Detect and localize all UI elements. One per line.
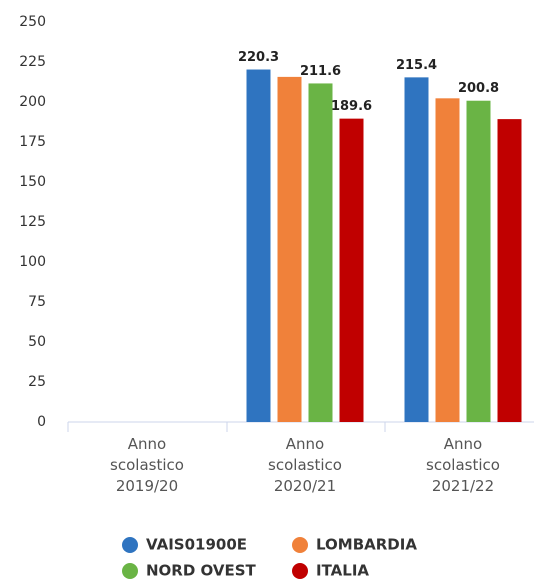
y-tick-label: 100	[19, 254, 46, 270]
bar	[435, 98, 460, 422]
legend-label: LOMBARDIA	[316, 536, 417, 554]
bar	[339, 118, 364, 422]
data-label: 220.3	[238, 50, 279, 65]
y-tick-label: 150	[19, 174, 46, 190]
y-tick-label: 175	[19, 134, 46, 150]
legend-label: ITALIA	[316, 562, 369, 580]
data-label: 215.4	[396, 58, 437, 73]
legend-label: NORD OVEST	[146, 562, 257, 580]
legend-marker	[292, 537, 308, 553]
y-tick-label: 50	[28, 334, 46, 350]
y-tick-label: 25	[28, 374, 46, 390]
bar	[404, 77, 429, 423]
y-tick-label: 75	[28, 294, 46, 310]
bar	[497, 119, 522, 423]
data-label: 189.6	[331, 99, 372, 114]
x-tick-label: Anno scolastico 2019/20	[110, 435, 184, 495]
legend-marker	[292, 563, 308, 579]
x-tick-label: Anno scolastico 2021/22	[426, 435, 500, 495]
x-tick-label: Anno scolastico 2020/21	[268, 435, 342, 495]
bar	[308, 83, 333, 422]
data-label: 211.6	[300, 64, 341, 79]
legend-label: VAIS01900E	[146, 536, 247, 554]
y-tick-label: 200	[19, 94, 46, 110]
bar	[277, 76, 302, 422]
bar	[466, 100, 491, 422]
y-tick-label: 225	[19, 54, 46, 70]
y-tick-label: 125	[19, 214, 46, 230]
y-tick-label: 250	[19, 14, 46, 30]
bar	[246, 69, 271, 423]
y-tick-label: 0	[37, 414, 46, 430]
data-label: 200.8	[458, 81, 499, 96]
legend-marker	[122, 537, 138, 553]
legend-marker	[122, 563, 138, 579]
